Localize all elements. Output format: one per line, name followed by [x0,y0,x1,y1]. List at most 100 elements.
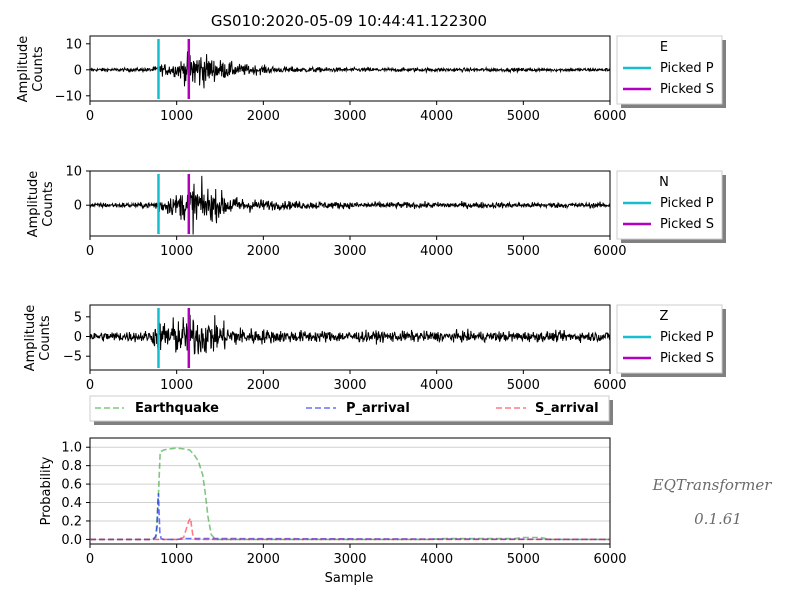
picks-z [157,308,191,368]
y-axis-label-amplitude-z: Amplitude [23,305,38,372]
x-tick-label: 3000 [333,109,366,124]
x-tick-label: 2000 [247,552,280,567]
x-tick-label: 3000 [333,378,366,393]
x-tick-label: 1000 [160,109,193,124]
x-tick-label: 6000 [593,244,626,259]
y-axis-label-probability: Probability [39,456,54,525]
x-tick-label: 2000 [247,244,280,259]
x-ticks-probability: 0 1000 2000 3000 4000 5000 6000 [86,544,627,567]
y-tick-label: 0.2 [61,514,82,529]
panel-probability: 0 1000 2000 3000 4000 5000 6000 0.00.20.40.60.… [39,437,627,586]
legend-box-e [616,35,723,105]
y-tick-label: 5 [74,310,82,325]
legend-label-picked-p-z: Picked P [660,330,714,345]
panel-z: 0 1000 2000 3000 4000 5000 6000 −5 0 5 Amplitude… [23,304,726,393]
y-tick-label: 0.6 [61,478,82,493]
series-probability [90,447,611,541]
x-tick-label: 0 [86,109,94,124]
y-tick-label: 1.0 [61,441,82,456]
y-ticks-probability: 0.0 0.2 0.4 0.6 0.8 1.0 [61,441,90,548]
legend-label-picked-s-n: Picked S [660,217,714,232]
x-tick-label: 5000 [507,378,540,393]
x-tick-label: 5000 [507,109,540,124]
picks-e [157,39,191,99]
legend-probability: Earthquake P_arrival S_arrival [89,395,613,425]
picks-n [157,174,191,234]
plot-area-e [89,35,611,102]
x-tick-label: 1000 [160,378,193,393]
y-tick-label: 0 [74,330,82,345]
legend-label-p-arrival: P_arrival [346,401,410,416]
x-ticks-n: 0 1000 2000 3000 4000 5000 6000 [86,236,627,259]
legend-label-s-arrival: S_arrival [535,401,599,416]
waveform-n [89,175,611,235]
x-tick-label: 3000 [333,244,366,259]
x-tick-label: 6000 [593,552,626,567]
x-tick-label: 1000 [160,552,193,567]
y-tick-label: −5 [63,350,82,365]
series-line-earthquake [90,447,610,541]
legend-title-n: N [659,175,669,190]
y-tick-label: 10 [65,37,82,52]
y-tick-label: 0 [74,63,82,78]
y-tick-label: 0.4 [61,496,82,511]
y-ticks-n: 0 10 [65,165,90,214]
y-tick-label: 0.8 [61,459,82,474]
legend-label-picked-p-n: Picked P [660,196,714,211]
x-tick-label: 5000 [507,552,540,567]
x-tick-label: 2000 [247,109,280,124]
x-tick-label: 5000 [507,244,540,259]
legend-label-picked-s-z: Picked S [660,351,714,366]
legend-box-z [616,304,723,374]
x-tick-label: 0 [86,552,94,567]
x-axis-label-probability: Sample [325,571,374,586]
y-axis-label-counts-e: Counts [31,46,46,92]
x-tick-label: 2000 [247,378,280,393]
figure-title: GS010:2020-05-09 10:44:41.122300 [211,12,487,30]
waveform-line [89,314,611,355]
legend-e: E Picked P Picked S [616,35,726,108]
waveform-e [89,51,611,89]
x-tick-label: 4000 [420,244,453,259]
x-ticks-z: 0 1000 2000 3000 4000 5000 6000 [86,370,627,393]
legend-z: Z Picked P Picked S [616,304,726,377]
x-tick-label: 4000 [420,378,453,393]
series-line-p-arrival [90,493,611,541]
y-ticks-e: −10 0 10 [55,37,90,104]
legend-label-picked-p-e: Picked P [660,61,714,76]
legend-box-n [616,170,723,240]
y-tick-label: 0 [74,199,82,214]
watermark-name: EQTransformer [652,476,773,494]
plot-area-probability [89,437,611,545]
x-tick-label: 1000 [160,244,193,259]
x-tick-label: 6000 [593,109,626,124]
legend-label-picked-s-e: Picked S [660,82,714,97]
x-tick-label: 0 [86,244,94,259]
y-tick-label: 0.0 [61,533,82,548]
x-tick-label: 6000 [593,378,626,393]
legend-n: N Picked P Picked S [616,170,726,243]
legend-title-e: E [660,40,668,55]
legend-label-earthquake: Earthquake [135,401,219,416]
legend-title-z: Z [660,309,669,324]
waveform-z [89,314,611,355]
y-tick-label: −10 [55,89,82,104]
panel-e: 0 1000 2000 3000 4000 5000 6000 −10 0 10 Amplitu… [16,35,726,124]
legend-box-probability [89,395,610,422]
waveform-line [89,175,611,235]
series-line-s-arrival [90,515,610,541]
y-ticks-z: −5 0 5 [63,310,90,365]
watermark-version: 0.1.61 [694,510,742,528]
x-tick-label: 4000 [420,552,453,567]
panel-n: 0 1000 2000 3000 4000 5000 6000 010 Amplitude … [26,165,726,259]
x-tick-label: 3000 [333,552,366,567]
y-axis-label-amplitude-n: Amplitude [26,171,41,238]
x-ticks-e: 0 1000 2000 3000 4000 5000 6000 [86,101,627,124]
x-tick-label: 4000 [420,109,453,124]
y-tick-label: 10 [65,165,82,180]
y-axis-label-counts-n: Counts [41,181,56,227]
x-tick-label: 0 [86,378,94,393]
y-axis-label-counts-z: Counts [38,315,53,361]
waveform-line [89,51,611,89]
